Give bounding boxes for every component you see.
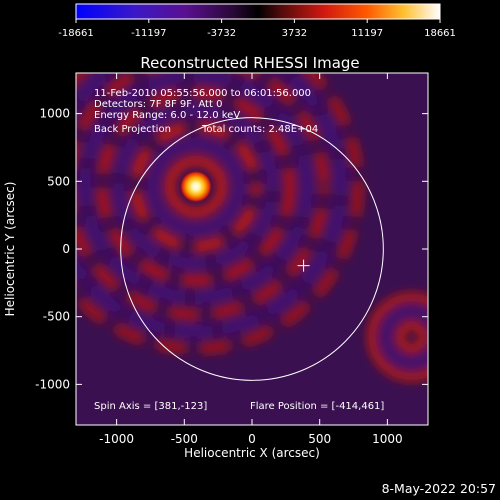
colorbar-tick-label: 18661 — [424, 28, 456, 39]
ripple-ring — [76, 73, 363, 354]
x-tick-label: 0 — [248, 432, 256, 446]
y-tick-label: -1000 — [35, 377, 70, 391]
peripheral-ring — [367, 293, 428, 381]
chart-title: Reconstructed RHESSI Image — [140, 54, 359, 72]
flare-source — [179, 170, 212, 203]
flare-position-label: Flare Position = [-414,461] — [250, 401, 384, 412]
ripple-ring — [76, 73, 346, 337]
y-tick-label: 0 — [62, 242, 70, 256]
solar-limb-circle — [120, 117, 384, 381]
ripple-ring — [130, 121, 261, 252]
annotation-detectors: Detectors: 7F 8F 9F, Att 0 — [94, 99, 222, 110]
y-tick-label: 1000 — [39, 107, 70, 121]
annotation-energy-range: Energy Range: 6.0 - 12.0 keV — [94, 110, 240, 121]
colorbar-tick-label: 3732 — [282, 28, 307, 39]
peripheral-ring — [395, 321, 428, 353]
colorbar-ticks: -18661 -11197 -3732 3732 11197 18661 — [58, 19, 456, 39]
y-tick-label: -500 — [43, 310, 70, 324]
x-tick-label: -1000 — [99, 432, 134, 446]
heatmap-image — [76, 73, 428, 381]
y-axis-label: Heliocentric Y (arcsec) — [3, 182, 17, 317]
ripple-ring — [96, 87, 295, 286]
ripple-ring — [147, 138, 244, 235]
spin-axis-marker — [297, 259, 310, 272]
ripple-ring — [76, 73, 329, 320]
annotation-block: 11-Feb-2010 05:55:56.000 to 06:01:56.000… — [94, 88, 318, 135]
x-axis-ticks: -1000 -500 0 500 1000 — [99, 73, 403, 446]
peripheral-ring — [381, 307, 428, 367]
x-axis-label: Heliocentric X (arcsec) — [184, 446, 320, 460]
x-tick-label: 500 — [308, 432, 331, 446]
colorbar-tick-label: 11197 — [351, 28, 383, 39]
y-tick-label: 500 — [47, 174, 70, 188]
ripple-ring — [79, 73, 312, 303]
colorbar: -18661 -11197 -3732 3732 11197 18661 — [58, 3, 456, 39]
y-axis-ticks: 1000 500 0 -500 -1000 — [35, 107, 428, 391]
ripple-ring — [164, 155, 227, 218]
ripple-ring — [113, 104, 278, 269]
annotation-total-counts: Total counts: 2.48E+04 — [201, 124, 318, 135]
x-tick-label: -500 — [171, 432, 198, 446]
x-tick-label: 1000 — [372, 432, 403, 446]
plot-area: -1000 -500 0 500 1000 1000 500 0 -500 -1000 — [35, 72, 429, 446]
colorbar-tick-label: -3732 — [207, 28, 236, 39]
colorbar-tick-label: -11197 — [131, 28, 166, 39]
annotation-time-range: 11-Feb-2010 05:55:56.000 to 06:01:56.000 — [94, 88, 311, 99]
annotation-method: Back Projection — [94, 124, 171, 135]
spin-axis-label: Spin Axis = [381,-123] — [94, 401, 207, 412]
date-stamp: 8-May-2022 20:57 — [382, 481, 496, 496]
colorbar-tick-label: -18661 — [58, 28, 93, 39]
colorbar-gradient — [75, 3, 441, 20]
